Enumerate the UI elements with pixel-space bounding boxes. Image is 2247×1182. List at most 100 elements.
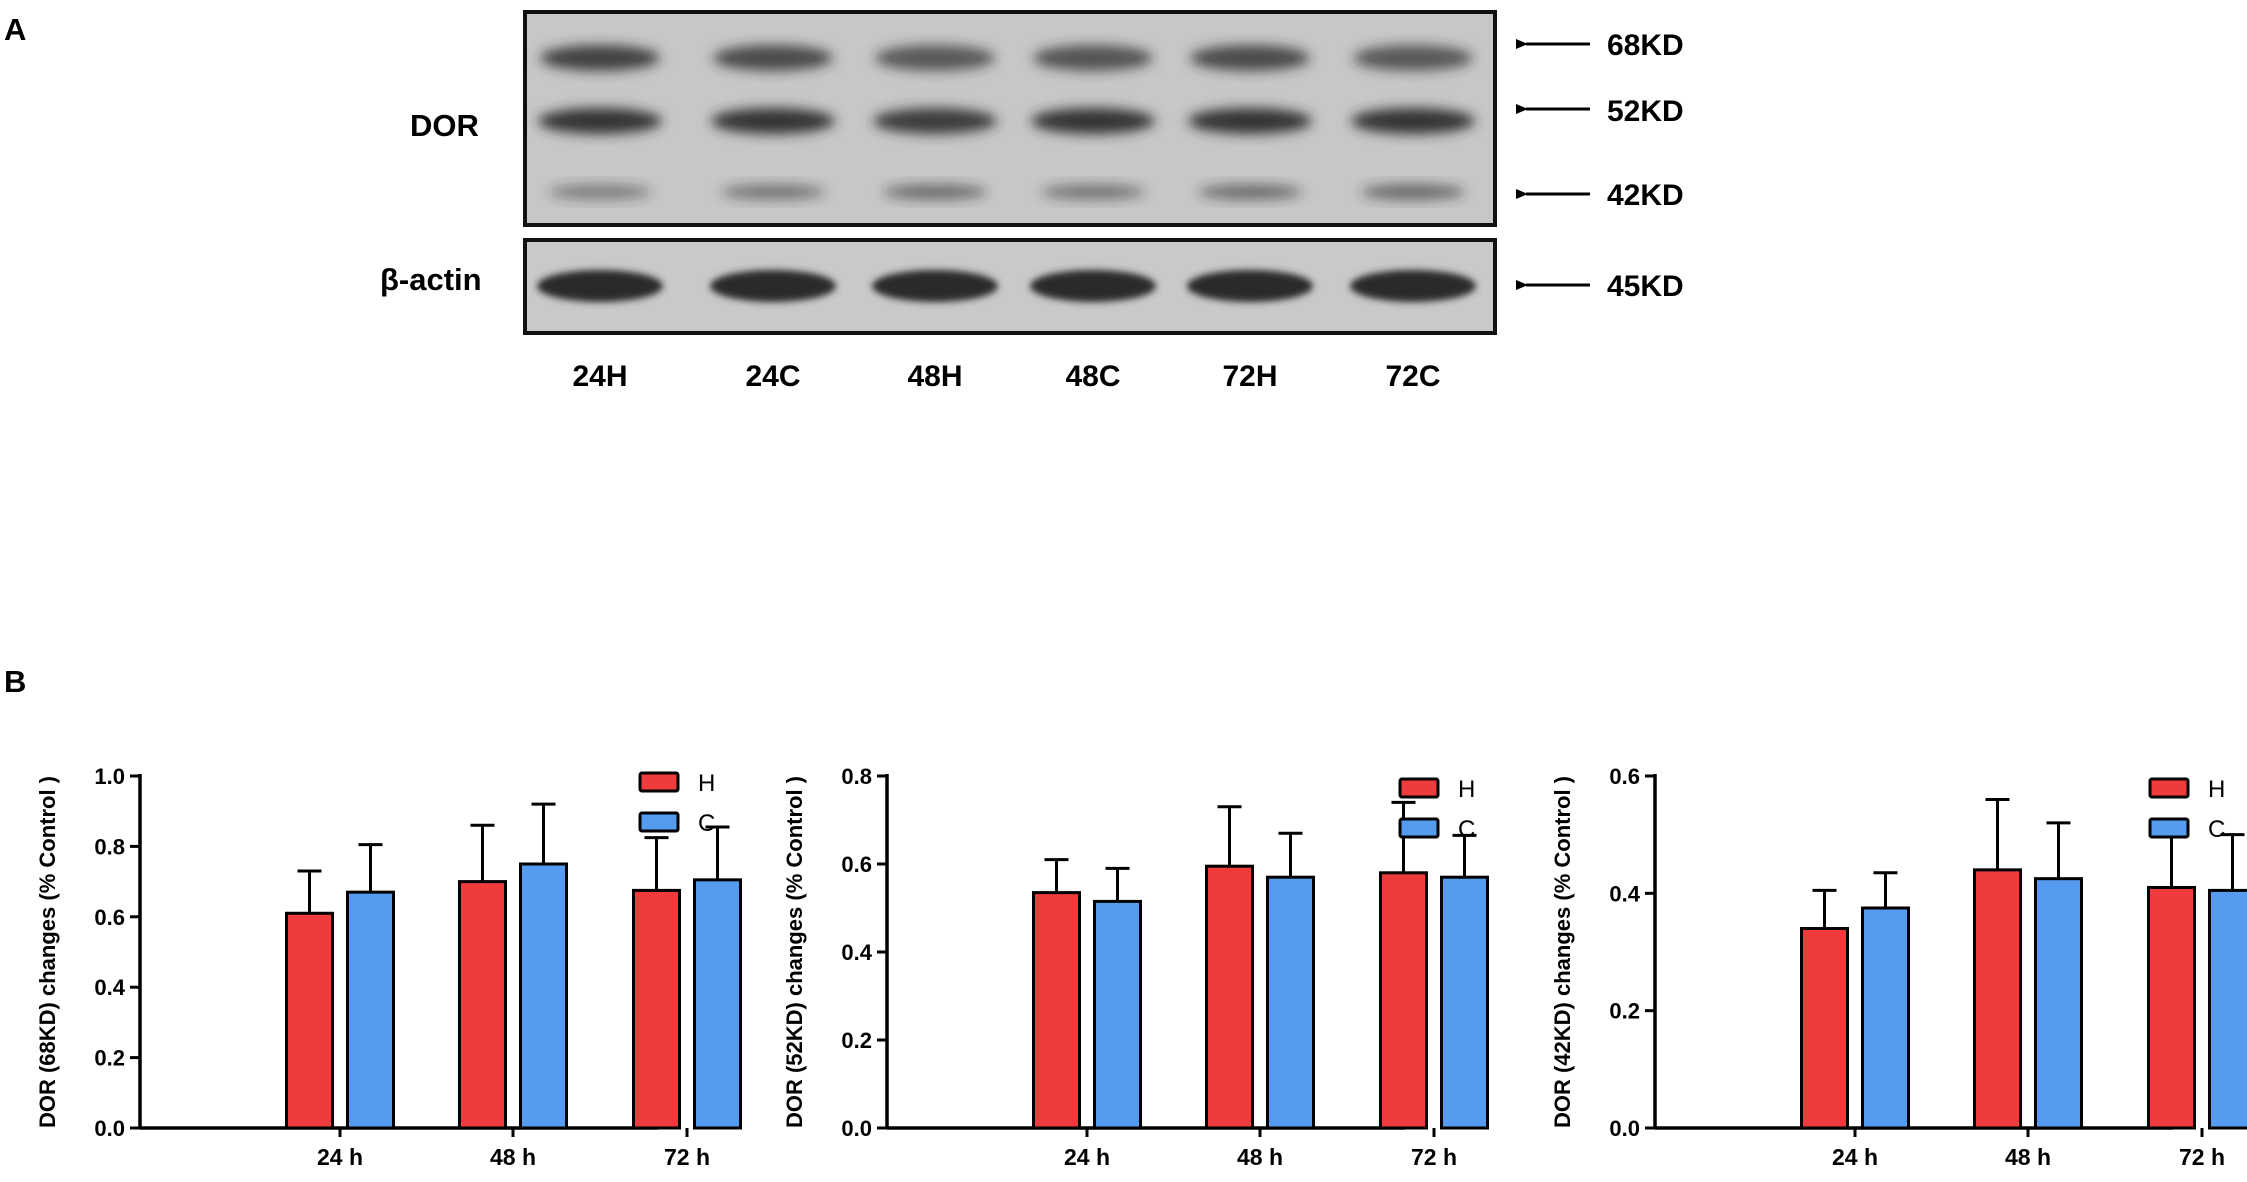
bar-c	[346, 890, 395, 1130]
legend-label: H	[698, 770, 715, 797]
blot-band	[1187, 270, 1313, 302]
blot-band	[1188, 108, 1312, 134]
blot-band	[1190, 45, 1310, 71]
bar-c	[1093, 899, 1142, 1130]
y-tick-label: 0.6	[841, 852, 872, 877]
lane-label: 72H	[1222, 360, 1277, 393]
panel-b-label: B	[4, 664, 26, 699]
legend-swatch-h	[638, 771, 680, 793]
bar-h	[2147, 885, 2196, 1130]
lane-label: 72C	[1385, 360, 1440, 393]
y-tick-label: 0.8	[94, 834, 125, 859]
legend-swatch-c	[2148, 817, 2190, 839]
y-tick-label: 0.2	[94, 1046, 125, 1071]
dor-row-label: DOR	[410, 108, 479, 143]
marker-45kd: 45KD	[1516, 270, 1684, 303]
bar-chart-2: DOR (52KD) changes (% Control ) 0.0 0.2 0.4…	[782, 764, 1489, 1170]
x-tick-label: 24 h	[317, 1144, 363, 1170]
y-tick-label: 0.4	[841, 940, 872, 965]
bar-h	[1973, 868, 2022, 1130]
legend-swatch-h	[2148, 777, 2190, 799]
bar-chart-1: DOR (68KD) changes (% Control ) 0.0 0.2 0.4…	[35, 764, 742, 1170]
blot-band	[1198, 184, 1302, 200]
y-tick-label: 0.0	[841, 1116, 872, 1141]
y-axis-label: DOR (68KD) changes (% Control )	[35, 776, 60, 1128]
marker-52kd: 52KD	[1516, 95, 1684, 128]
legend-label: C	[2208, 816, 2225, 843]
bar-h	[1379, 871, 1428, 1130]
legend-swatch-h	[1398, 777, 1440, 799]
blot-band	[872, 270, 998, 302]
y-tick-label: 0.6	[1609, 764, 1640, 789]
blot-band	[721, 184, 825, 200]
bar-h	[1800, 927, 1849, 1130]
panel-a-label: A	[4, 12, 26, 47]
y-tick-label: 0.4	[94, 975, 125, 1000]
marker-label-52kd: 52KD	[1607, 95, 1684, 128]
legend-label: C	[1458, 816, 1475, 843]
blot-band	[1361, 184, 1465, 200]
marker-label-68kd: 68KD	[1607, 29, 1684, 62]
actin-blot-membrane	[523, 238, 1497, 335]
blot-band	[1351, 108, 1475, 134]
blot-band	[537, 270, 663, 302]
bar-charts: DOR (68KD) changes (% Control ) 0.0 0.2 0.4…	[35, 764, 2247, 1170]
legend-swatch-c	[1398, 817, 1440, 839]
lane-label: 48C	[1065, 360, 1120, 393]
bar-h	[458, 880, 507, 1130]
y-tick-label: 0.2	[1609, 999, 1640, 1024]
y-tick-label: 0.0	[1609, 1116, 1640, 1141]
bar-chart-3: DOR (42KD) changes (% Control ) 0.0 0.2 0.4…	[1550, 764, 2247, 1170]
x-tick-label: 72 h	[1411, 1144, 1457, 1170]
bar-h	[285, 911, 334, 1130]
blot-band	[538, 108, 662, 134]
blot-band	[1350, 270, 1476, 302]
actin-row-label: β-actin	[380, 262, 482, 297]
y-tick-label: 0.0	[94, 1116, 125, 1141]
western-blot	[523, 10, 1497, 335]
bar-c	[693, 878, 742, 1130]
x-tick-label: 48 h	[1237, 1144, 1283, 1170]
blot-band	[548, 184, 652, 200]
bar-c	[2034, 877, 2083, 1130]
blot-band	[1353, 45, 1473, 71]
bar-c	[1440, 875, 1489, 1130]
bar-h	[632, 888, 681, 1130]
lane-label: 24H	[572, 360, 627, 393]
marker-42kd: 42KD	[1516, 179, 1684, 212]
blot-band	[875, 45, 995, 71]
blot-band	[540, 45, 660, 71]
blot-band	[883, 184, 987, 200]
y-axis-label: DOR (42KD) changes (% Control )	[1550, 776, 1575, 1128]
blot-band	[713, 45, 833, 71]
blot-band	[873, 108, 997, 134]
blot-band	[1030, 270, 1156, 302]
bar-c	[2208, 888, 2247, 1130]
marker-68kd: 68KD	[1516, 29, 1684, 62]
bar-c	[519, 862, 568, 1130]
y-tick-label: 0.8	[841, 764, 872, 789]
y-tick-label: 1.0	[94, 764, 125, 789]
marker-label-45kd: 45KD	[1607, 270, 1684, 303]
y-axis-label: DOR (52KD) changes (% Control )	[782, 776, 807, 1128]
x-tick-label: 48 h	[2005, 1144, 2051, 1170]
lane-label: 48H	[907, 360, 962, 393]
x-tick-label: 24 h	[1064, 1144, 1110, 1170]
bar-c	[1266, 875, 1315, 1130]
blot-band	[710, 270, 836, 302]
dor-blot-membrane	[523, 10, 1497, 227]
y-tick-label: 0.4	[1609, 881, 1640, 906]
x-tick-label: 72 h	[2179, 1144, 2225, 1170]
bar-h	[1032, 891, 1081, 1130]
blot-band	[1031, 108, 1155, 134]
x-tick-label: 48 h	[490, 1144, 536, 1170]
blot-band	[711, 108, 835, 134]
legend-label: H	[1458, 776, 1475, 803]
bar-c	[1861, 906, 1910, 1130]
blot-band	[1033, 45, 1153, 71]
bar-h	[1205, 864, 1254, 1130]
y-tick-label: 0.2	[841, 1028, 872, 1053]
x-tick-label: 72 h	[664, 1144, 710, 1170]
lane-label: 24C	[745, 360, 800, 393]
